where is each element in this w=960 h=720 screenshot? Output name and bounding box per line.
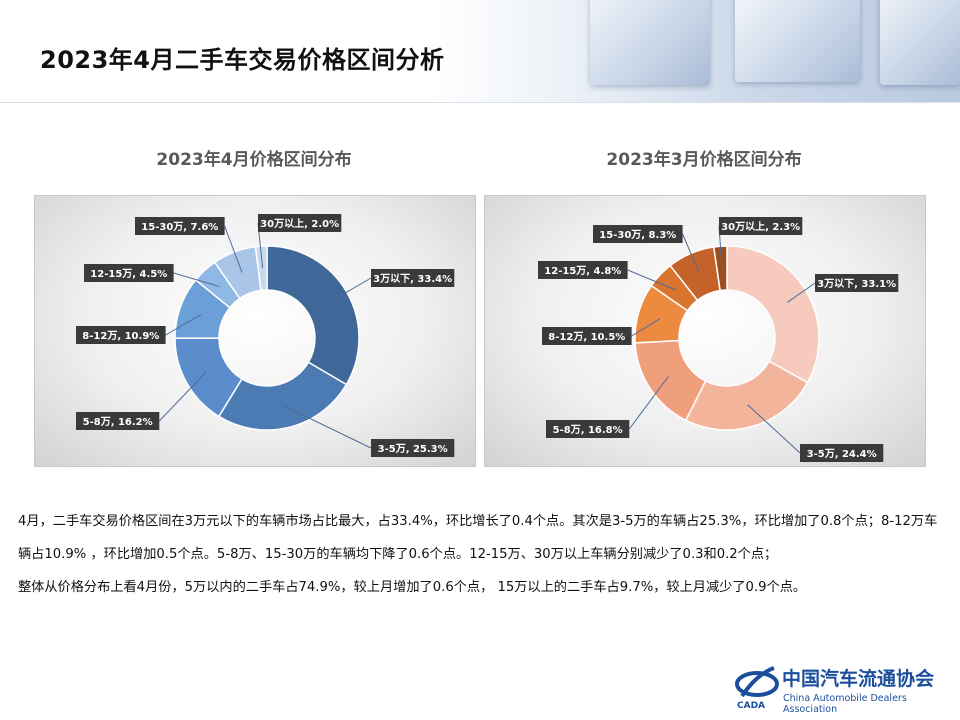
- data-label-box-0-4: [84, 264, 174, 282]
- data-label-box-0-6: [258, 214, 342, 232]
- leader-line-1-4: [627, 269, 677, 291]
- data-label-0-2: 5-8万, 16.2%: [83, 416, 153, 428]
- page-title: 2023年4月二手车交易价格区间分析: [40, 46, 445, 74]
- data-label-0-5: 15-30万, 7.6%: [141, 221, 218, 233]
- decor-cube: [590, 0, 710, 85]
- donut-slice-0-1: [217, 361, 348, 431]
- donut-slice-1-1: [684, 360, 809, 431]
- chart-title-march: 2023年3月价格区间分布: [606, 150, 802, 170]
- analysis-paragraph-2: 整体从价格分布上看4月份，5万以内的二手车占74.9%，较上月增加了0.6个点，…: [18, 580, 807, 595]
- data-label-box-0-1: [371, 439, 455, 457]
- data-label-1-6: 30万以上, 2.3%: [721, 220, 800, 233]
- data-label-box-0-2: [76, 412, 160, 430]
- data-label-box-1-2: [546, 420, 630, 438]
- logo-english-name: China Automobile Dealers Association: [783, 693, 907, 715]
- data-label-box-0-0: [371, 269, 455, 287]
- leader-line-0-0: [327, 277, 372, 304]
- data-label-1-3: 8-12万, 10.5%: [548, 331, 625, 343]
- leader-line-0-3: [165, 314, 202, 336]
- donut-slice-0-6: [254, 245, 268, 292]
- data-label-1-2: 5-8万, 16.8%: [553, 424, 623, 436]
- data-label-1-1: 3-5万, 24.4%: [807, 448, 877, 460]
- data-label-0-4: 12-15万, 4.5%: [90, 268, 167, 280]
- decor-cube: [735, 0, 860, 82]
- cada-logo: CADA 中国汽车流通协会 China Automobile Dealers A…: [734, 660, 954, 715]
- leader-line-0-4: [173, 272, 220, 288]
- donut-slice-1-6: [712, 245, 728, 292]
- leader-line-1-5: [682, 233, 700, 274]
- donut-slice-0-0: [266, 245, 360, 386]
- data-label-0-0: 3万以下, 33.4%: [373, 273, 452, 285]
- data-label-1-5: 15-30万, 8.3%: [599, 229, 676, 241]
- analysis-paragraph-1: 4月，二手车交易价格区间在3万元以下的车辆市场占比最大，占33.4%，环比增长了…: [18, 514, 938, 562]
- leader-line-1-3: [631, 318, 660, 337]
- leader-line-0-5: [224, 225, 243, 273]
- leader-line-0-1: [283, 405, 372, 449]
- donut-chart-april: 3万以下, 33.4% 3-5万, 25.3% 5-8万, 16.2% 8-12万, …: [34, 195, 476, 467]
- donut-svg-april: 3万以下, 33.4% 3-5万, 25.3% 5-8万, 16.2% 8-12万, …: [76, 214, 455, 457]
- data-label-box-1-0: [815, 274, 899, 292]
- logo-mark-text: CADA: [737, 701, 765, 710]
- chart-title-april: 2023年4月价格区间分布: [156, 150, 352, 170]
- cada-logo-icon: CADA: [735, 666, 779, 710]
- decor-cube: [880, 0, 960, 85]
- data-label-box-1-6: [719, 217, 803, 235]
- data-label-0-6: 30万以上, 2.0%: [260, 217, 339, 230]
- data-label-1-0: 3万以下, 33.1%: [817, 278, 896, 290]
- data-label-1-4: 12-15万, 4.8%: [544, 265, 621, 277]
- leader-line-0-2: [158, 371, 207, 422]
- analysis-text: 4月，二手车交易价格区间在3万元以下的车辆市场占比最大，占33.4%，环比增长了…: [18, 505, 942, 604]
- donut-slice-1-0: [726, 245, 820, 384]
- data-label-box-0-5: [135, 217, 225, 235]
- data-label-box-1-5: [593, 225, 683, 243]
- header-banner: [0, 0, 960, 103]
- logo-chinese-name: 中国汽车流通协会: [782, 668, 935, 690]
- data-label-box-1-1: [800, 444, 884, 462]
- data-label-0-3: 8-12万, 10.9%: [82, 330, 159, 342]
- data-label-box-1-3: [542, 327, 632, 345]
- data-label-box-0-3: [76, 326, 166, 344]
- donut-chart-march: 3万以下, 33.1% 3-5万, 24.4% 5-8万, 16.8% 8-12万, …: [484, 195, 926, 467]
- data-label-box-1-4: [538, 261, 628, 279]
- data-label-0-1: 3-5万, 25.3%: [378, 443, 448, 455]
- leader-line-1-0: [787, 282, 816, 303]
- donut-svg-march: 3万以下, 33.1% 3-5万, 24.4% 5-8万, 16.8% 8-12万, …: [538, 217, 899, 462]
- leader-line-1-1: [747, 404, 801, 454]
- leader-line-1-2: [628, 376, 669, 430]
